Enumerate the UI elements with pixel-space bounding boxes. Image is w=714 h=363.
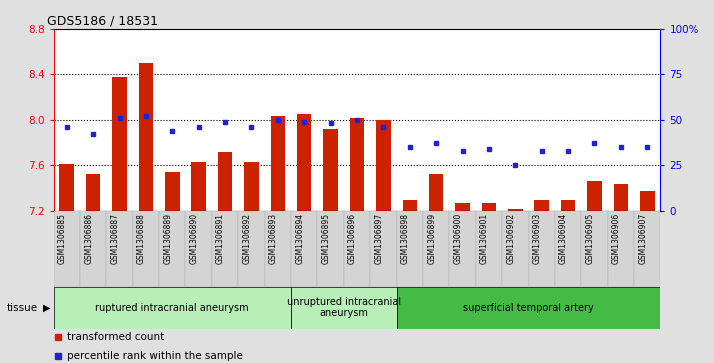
Bar <box>318 211 344 287</box>
Bar <box>482 203 496 211</box>
Bar <box>297 114 311 211</box>
Bar <box>423 211 449 287</box>
Bar <box>535 200 549 211</box>
Bar <box>350 118 364 211</box>
Text: superficial temporal artery: superficial temporal artery <box>463 303 594 313</box>
Bar <box>403 200 417 211</box>
Bar <box>429 174 443 211</box>
Bar <box>476 211 502 287</box>
Bar <box>396 287 660 329</box>
Text: GSM1306906: GSM1306906 <box>612 213 621 264</box>
Text: transformed count: transformed count <box>67 332 164 342</box>
Bar <box>323 129 338 211</box>
Bar <box>271 117 285 211</box>
Bar <box>133 211 159 287</box>
Text: GSM1306890: GSM1306890 <box>190 213 198 264</box>
Bar <box>159 211 186 287</box>
Bar <box>191 162 206 211</box>
Bar <box>640 191 655 211</box>
Bar <box>370 211 396 287</box>
Bar <box>244 162 258 211</box>
Text: GSM1306899: GSM1306899 <box>427 213 436 264</box>
Bar <box>396 211 423 287</box>
Text: GSM1306902: GSM1306902 <box>506 213 516 264</box>
Bar <box>528 211 555 287</box>
Text: GDS5186 / 18531: GDS5186 / 18531 <box>47 15 159 28</box>
Text: GSM1306897: GSM1306897 <box>374 213 383 264</box>
Text: GSM1306889: GSM1306889 <box>164 213 172 264</box>
Text: GSM1306907: GSM1306907 <box>638 213 648 264</box>
Bar <box>165 172 179 211</box>
Text: GSM1306893: GSM1306893 <box>269 213 278 264</box>
Text: GSM1306895: GSM1306895 <box>321 213 331 264</box>
Text: GSM1306903: GSM1306903 <box>533 213 542 264</box>
Bar <box>86 174 101 211</box>
Bar <box>449 211 476 287</box>
Bar <box>80 211 106 287</box>
Bar <box>212 211 238 287</box>
Bar <box>376 120 391 211</box>
Bar <box>344 211 370 287</box>
Bar <box>634 211 660 287</box>
Text: GSM1306885: GSM1306885 <box>58 213 66 264</box>
Text: tissue: tissue <box>7 303 39 313</box>
Text: GSM1306901: GSM1306901 <box>480 213 489 264</box>
Bar <box>54 287 291 329</box>
Bar <box>291 211 318 287</box>
Bar <box>238 211 265 287</box>
Text: GSM1306892: GSM1306892 <box>243 213 251 264</box>
Bar <box>106 211 133 287</box>
Text: GSM1306900: GSM1306900 <box>453 213 463 264</box>
Text: GSM1306898: GSM1306898 <box>401 213 410 264</box>
Text: GSM1306894: GSM1306894 <box>295 213 304 264</box>
Text: GSM1306888: GSM1306888 <box>137 213 146 264</box>
Text: GSM1306896: GSM1306896 <box>348 213 357 264</box>
Bar <box>508 209 523 211</box>
Text: ▶: ▶ <box>43 303 51 313</box>
Bar <box>456 203 470 211</box>
Bar <box>581 211 608 287</box>
Text: GSM1306887: GSM1306887 <box>111 213 119 264</box>
Bar <box>502 211 528 287</box>
Bar <box>186 211 212 287</box>
Bar <box>613 184 628 211</box>
Text: GSM1306905: GSM1306905 <box>585 213 595 264</box>
Bar <box>560 200 575 211</box>
Bar <box>555 211 581 287</box>
Text: GSM1306891: GSM1306891 <box>216 213 225 264</box>
Bar <box>59 164 74 211</box>
Text: percentile rank within the sample: percentile rank within the sample <box>67 351 243 361</box>
Text: GSM1306886: GSM1306886 <box>84 213 93 264</box>
Bar <box>139 63 154 211</box>
Bar <box>291 287 396 329</box>
Text: unruptured intracranial
aneurysm: unruptured intracranial aneurysm <box>287 297 401 318</box>
Bar <box>218 152 232 211</box>
Bar <box>587 181 602 211</box>
Bar <box>54 211 80 287</box>
Text: GSM1306904: GSM1306904 <box>559 213 568 264</box>
Bar <box>112 77 127 211</box>
Bar <box>265 211 291 287</box>
Text: ruptured intracranial aneurysm: ruptured intracranial aneurysm <box>96 303 249 313</box>
Bar <box>608 211 634 287</box>
